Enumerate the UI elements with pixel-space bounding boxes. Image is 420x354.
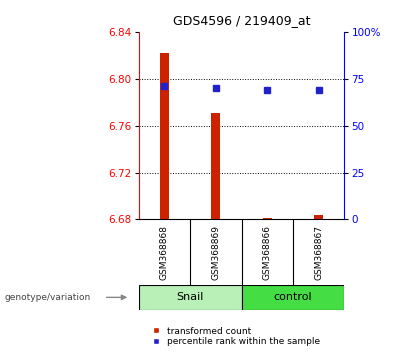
Text: GSM368869: GSM368869 [211, 225, 220, 280]
Legend: transformed count, percentile rank within the sample: transformed count, percentile rank withi… [143, 323, 324, 349]
Bar [262, 218, 272, 219]
Bar [241, 285, 344, 310]
Text: control: control [274, 292, 312, 302]
Text: GSM368867: GSM368867 [314, 225, 323, 280]
Bar [139, 285, 241, 310]
Text: GDS4596 / 219409_at: GDS4596 / 219409_at [173, 14, 310, 27]
Bar [314, 215, 323, 219]
Text: GSM368866: GSM368866 [263, 225, 272, 280]
Bar [211, 113, 220, 219]
Text: genotype/variation: genotype/variation [4, 293, 90, 302]
Text: Snail: Snail [176, 292, 204, 302]
Bar [160, 53, 169, 219]
Text: GSM368868: GSM368868 [160, 225, 169, 280]
